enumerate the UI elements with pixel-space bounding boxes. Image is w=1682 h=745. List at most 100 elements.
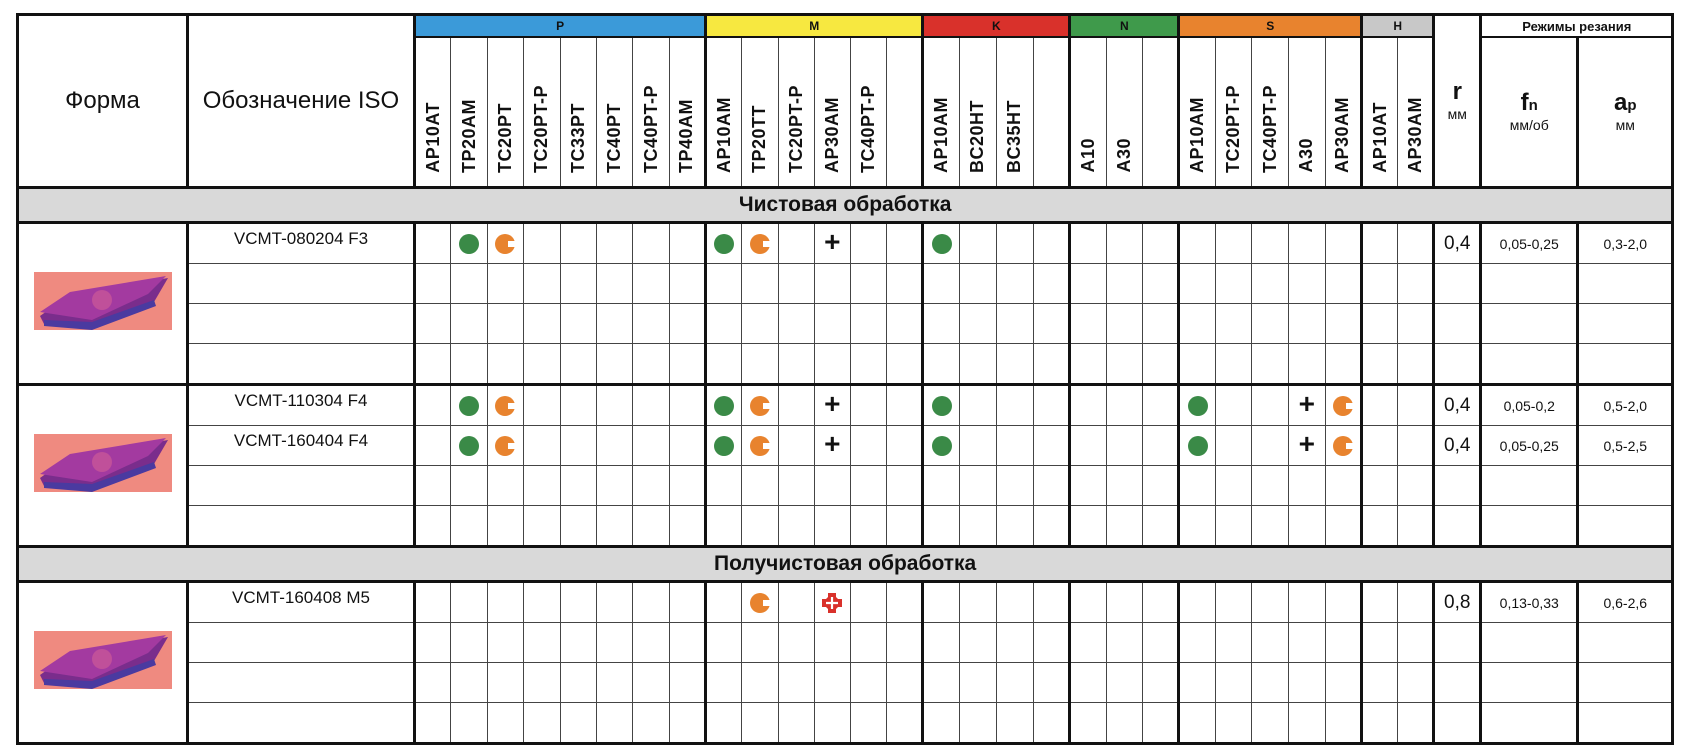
grade-cell: [1141, 221, 1180, 264]
grade-cell: [523, 505, 561, 547]
iso-designation: [186, 343, 415, 385]
grade-cell: [412, 702, 452, 744]
orange-notched-circle-icon: [749, 435, 771, 456]
grade-cell: [1288, 662, 1326, 703]
grade-cell: [995, 702, 1034, 744]
grade-cell: [1214, 303, 1253, 344]
orange-notched-circle-icon: [749, 395, 771, 416]
grade-cell: [1105, 505, 1143, 547]
grade-label: TC40PT: [604, 102, 625, 173]
radius-value: 0,4: [1432, 425, 1482, 466]
grade-cell: [813, 702, 851, 744]
grade-cell: [1288, 465, 1326, 506]
grade-cell: [959, 303, 997, 344]
grade-cell: [886, 662, 924, 703]
grade-cell: [813, 622, 851, 663]
grade-cell: [559, 263, 597, 304]
grade-cell: [886, 383, 924, 426]
grade-label: TC20PT-P: [785, 84, 806, 173]
grade-cell: [921, 580, 961, 623]
fn-unit: мм/об: [1509, 117, 1549, 133]
grade-cell: [486, 425, 525, 466]
feed-value: [1479, 662, 1579, 703]
table-row: [18, 465, 1674, 506]
grade-cell: [886, 465, 924, 506]
grade-cell: [632, 662, 670, 703]
grade-cell: [1032, 221, 1071, 264]
iso-designation: [186, 622, 415, 663]
grade-cell: [777, 425, 815, 466]
grade-cell: [1360, 383, 1399, 426]
depth-value: 0,6-2,6: [1576, 580, 1674, 623]
grade-header: BC35HT: [995, 36, 1034, 188]
grade-cell: [523, 425, 561, 466]
grade-cell: [523, 221, 561, 264]
grade-label: BC20HT: [967, 99, 988, 173]
radius-value: [1432, 465, 1482, 506]
grade-cell: [1360, 662, 1399, 703]
grade-cell: [1397, 263, 1435, 304]
grade-cell: [1324, 580, 1363, 623]
iso-designation: VCMT-080204 F3: [186, 221, 415, 264]
radius-value: [1432, 622, 1482, 663]
table-row: VCMT-110304 F4 + +0,4 0,05-0,2 0,5-2,0: [17, 383, 1674, 547]
grade-cell: [1141, 505, 1180, 547]
grade-cell: [995, 425, 1034, 466]
grade-header: TC20PT-P: [523, 36, 561, 188]
grade-cell: [741, 343, 779, 385]
grade-cell: [995, 343, 1034, 385]
radius-value: [1432, 702, 1482, 744]
grade-cell: [741, 702, 779, 744]
grade-cell: [886, 343, 924, 385]
grade-cell: [1177, 465, 1216, 506]
grade-cell: [523, 383, 561, 426]
grade-cell: [1288, 505, 1326, 547]
green-dot-icon: [1187, 435, 1208, 456]
grade-cell: [886, 622, 924, 663]
grade-cell: [450, 221, 488, 264]
grade-cell: [1397, 343, 1435, 385]
grade-label: AP10AM: [713, 96, 734, 173]
grade-cell: [1141, 383, 1180, 426]
grade-label: BC35HT: [1004, 99, 1025, 173]
plus-icon: +: [1298, 427, 1316, 459]
grade-label: TC20PT-P: [1223, 84, 1244, 173]
grade-cell: [632, 383, 670, 426]
grade-cell: [1324, 343, 1363, 385]
plus-icon: +: [824, 225, 841, 257]
orange-notched-circle-icon: [1332, 435, 1354, 456]
grade-cell: [595, 622, 634, 663]
grade-cell: [849, 383, 888, 426]
grade-label: AP10AT: [1369, 102, 1390, 173]
grade-cell: [632, 622, 670, 663]
grade-cell: [1032, 465, 1071, 506]
grade-cell: [886, 580, 924, 623]
grade-cell: [668, 303, 707, 344]
grade-cell: [412, 383, 452, 426]
grade-cell: [921, 505, 961, 547]
grade-cell: [595, 425, 634, 466]
grade-cell: [523, 263, 561, 304]
radius-value: 0,4: [1432, 383, 1482, 426]
grade-cell: [486, 662, 525, 703]
grade-cell: +: [1288, 383, 1326, 426]
grade-cell: [1141, 622, 1180, 663]
radius-header: r мм: [1432, 14, 1482, 188]
grade-label: A10: [1078, 138, 1099, 173]
grade-cell: [813, 263, 851, 304]
grade-cell: [849, 263, 888, 304]
grade-cell: [632, 425, 670, 466]
grade-cell: [1068, 465, 1107, 506]
material-group-m: M: [704, 14, 924, 38]
grade-cell: [668, 622, 707, 663]
grade-cell: [668, 662, 707, 703]
forma-header: Форма: [17, 14, 188, 188]
grade-cell: [450, 505, 488, 547]
grade-cell: [1214, 702, 1253, 744]
grade-cell: [777, 383, 815, 426]
grade-header: A30: [1105, 36, 1143, 188]
grade-header: TP20AM: [450, 36, 488, 188]
grade-cell: [1360, 263, 1399, 304]
grade-cell: [1360, 465, 1399, 506]
grade-cell: [668, 263, 707, 304]
